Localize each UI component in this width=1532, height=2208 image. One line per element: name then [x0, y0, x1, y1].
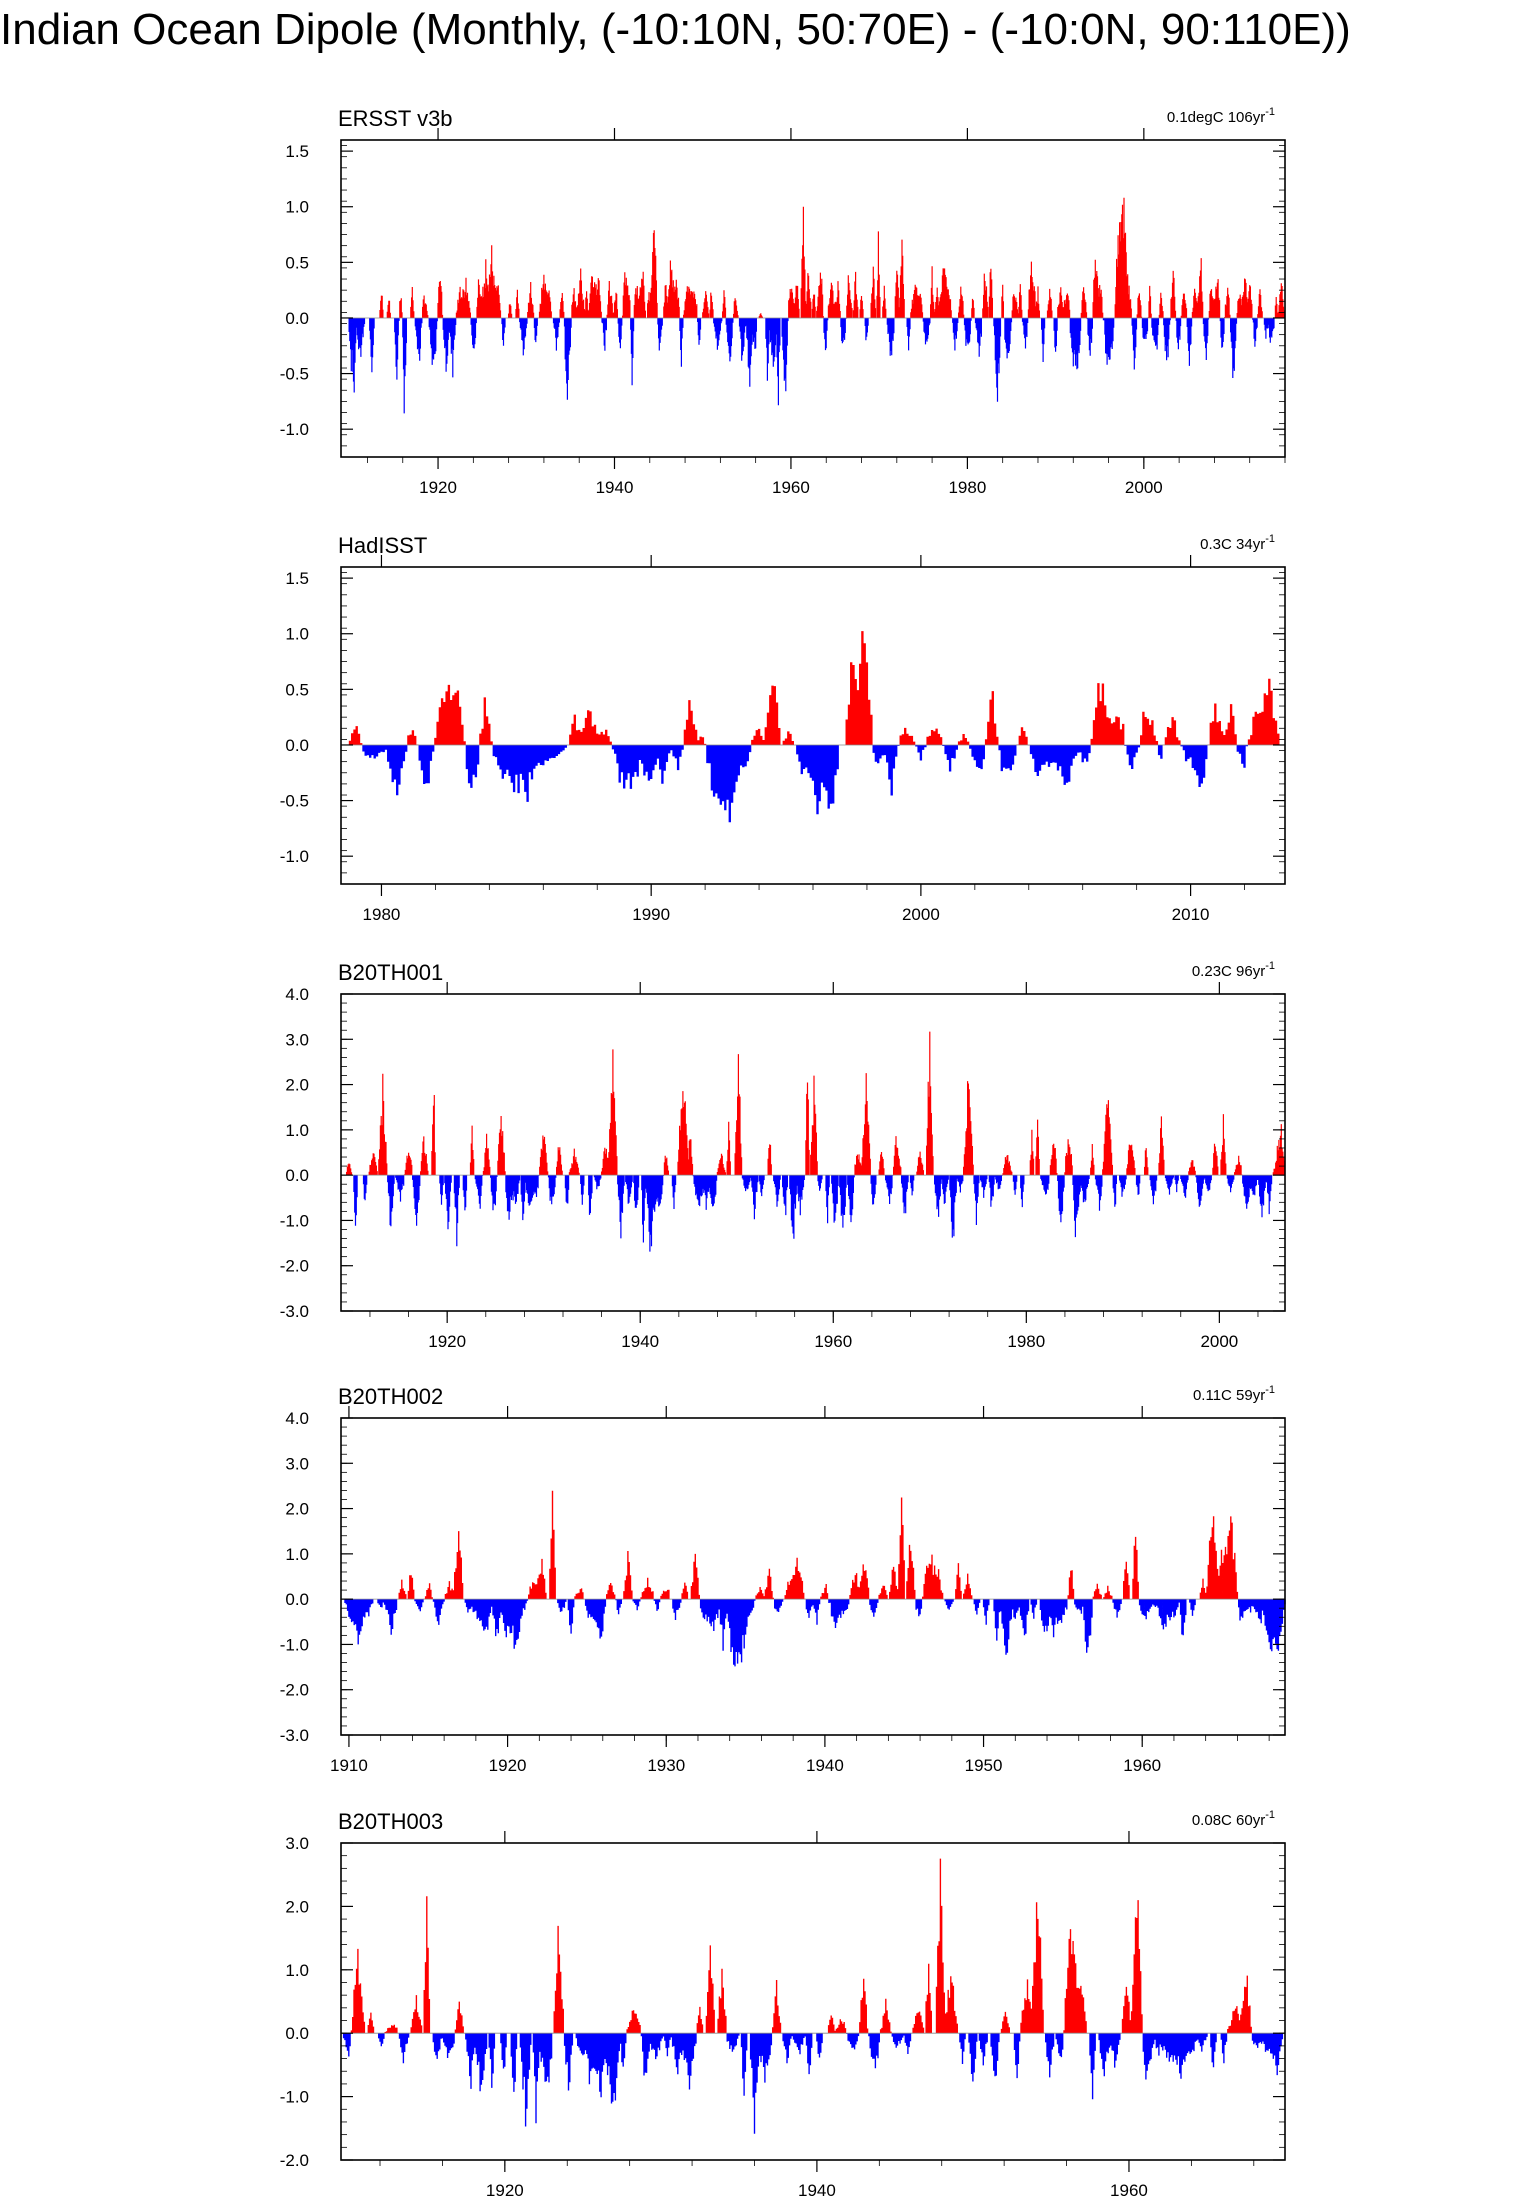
x-tick-label: 2010: [1172, 905, 1210, 924]
y-tick-label: 1.0: [285, 1121, 309, 1140]
y-tick-label: 1.0: [285, 1961, 309, 1980]
y-tick-label: -1.0: [280, 1635, 309, 1654]
y-tick-label: -1.0: [280, 420, 309, 439]
y-tick-label: -2.0: [280, 1257, 309, 1276]
panel-4: -3.0 -2.0 -1.0 0.0 1.0 2.0 3.0 4.0 1910 1920 1930 1…: [280, 1384, 1286, 1775]
y-tick-label: 0.0: [285, 2024, 309, 2043]
x-tick-label: 1940: [798, 2181, 836, 2200]
y-tick-label: 3.0: [285, 1030, 309, 1049]
positive-anomaly-area: [398, 1490, 1239, 1600]
panel-stats: 0.23C 96yr-1: [1192, 960, 1275, 980]
y-tick-label: -0.5: [280, 365, 309, 384]
panel-5: -2.0 -1.0 0.0 1.0 2.0 3.0 1920 1940 1960 B20TH003…: [280, 1809, 1286, 2200]
y-tick-label: 0.0: [285, 309, 309, 328]
positive-anomaly-area: [346, 1031, 1286, 1176]
positive-anomaly-area: [348, 631, 1280, 745]
y-tick-label: 1.5: [285, 142, 309, 161]
negative-anomaly-area: [342, 2033, 1284, 2134]
y-tick-label: 2.0: [285, 1076, 309, 1095]
y-tick-label: 1.0: [285, 1545, 309, 1564]
y-tick-label: 1.0: [285, 198, 309, 217]
x-tick-label: 1930: [647, 1756, 685, 1775]
panel-stats: 0.1degC 106yr-1: [1167, 106, 1275, 126]
y-tick-label: 0.0: [285, 1166, 309, 1185]
negative-anomaly-area: [362, 745, 1248, 823]
y-tick-label: 0.5: [285, 680, 309, 699]
panel-label: ERSST v3b: [338, 106, 453, 131]
negative-anomaly-area: [348, 318, 1275, 414]
x-tick-label: 2000: [902, 905, 940, 924]
x-tick-label: 1960: [1123, 1756, 1161, 1775]
y-tick-label: -1.0: [280, 847, 309, 866]
x-tick-label: 1980: [363, 905, 401, 924]
panel-2: -1.0 -0.5 0.0 0.5 1.0 1.5 1980 1990 2000 2010 HadI…: [280, 533, 1286, 924]
y-tick-label: 0.0: [285, 1590, 309, 1609]
panel-label: B20TH003: [338, 1809, 443, 1834]
y-tick-label: -0.5: [280, 792, 309, 811]
x-tick-label: 1920: [486, 2181, 524, 2200]
negative-anomaly-area: [353, 1175, 1273, 1252]
panel-label: B20TH002: [338, 1384, 443, 1409]
y-tick-label: 1.0: [285, 625, 309, 644]
panel-1: -1.0 -0.5 0.0 0.5 1.0 1.5 1920 1940 1960 1980 2000…: [280, 106, 1286, 497]
panel-3: -3.0 -2.0 -1.0 0.0 1.0 2.0 3.0 4.0 1920 1940 1960 1…: [280, 960, 1286, 1351]
positive-anomaly-area: [350, 1858, 1252, 2034]
plot-frame: [340, 1842, 1286, 2161]
x-tick-label: 1940: [621, 1332, 659, 1351]
x-tick-label: 2000: [1125, 478, 1163, 497]
y-tick-label: 1.5: [285, 569, 309, 588]
y-tick-label: 4.0: [285, 985, 309, 1004]
x-tick-label: 1950: [965, 1756, 1003, 1775]
panel-stats: 0.08C 60yr-1: [1192, 1809, 1275, 1829]
plot-frame: [340, 139, 1286, 458]
negative-anomaly-area: [344, 1599, 1286, 1667]
panel-label: HadISST: [338, 533, 427, 558]
x-tick-label: 1960: [772, 478, 810, 497]
y-tick-label: 2.0: [285, 1500, 309, 1519]
page-title: Indian Ocean Dipole (Monthly, (-10:10N, …: [0, 5, 1351, 54]
x-tick-label: 1960: [1110, 2181, 1148, 2200]
x-tick-label: 1940: [806, 1756, 844, 1775]
plot-frame: [340, 1417, 1286, 1736]
panel-stats: 0.11C 59yr-1: [1193, 1384, 1275, 1404]
y-tick-label: 0.0: [285, 736, 309, 755]
x-tick-label: 1960: [814, 1332, 852, 1351]
x-tick-label: 1920: [489, 1756, 527, 1775]
y-tick-label: 2.0: [285, 1897, 309, 1916]
x-tick-label: 1920: [419, 478, 457, 497]
y-tick-label: -2.0: [280, 2151, 309, 2170]
positive-anomaly-area: [379, 197, 1285, 318]
y-tick-label: -3.0: [280, 1302, 309, 1321]
x-tick-label: 1980: [1007, 1332, 1045, 1351]
y-tick-label: 3.0: [285, 1454, 309, 1473]
y-tick-label: 0.5: [285, 253, 309, 272]
plot-frame: [340, 993, 1286, 1312]
panel-stats: 0.3C 34yr-1: [1200, 533, 1275, 553]
y-tick-label: -1.0: [280, 2088, 309, 2107]
x-tick-label: 1920: [428, 1332, 466, 1351]
y-tick-label: -2.0: [280, 1681, 309, 1700]
x-tick-label: 1910: [330, 1756, 368, 1775]
x-tick-label: 1990: [632, 905, 670, 924]
x-tick-label: 1980: [948, 478, 986, 497]
x-tick-label: 1940: [596, 478, 634, 497]
y-tick-label: -1.0: [280, 1211, 309, 1230]
y-tick-label: 3.0: [285, 1834, 309, 1853]
y-tick-label: -3.0: [280, 1726, 309, 1745]
y-tick-label: 4.0: [285, 1409, 309, 1428]
panel-label: B20TH001: [338, 960, 443, 985]
x-tick-label: 2000: [1200, 1332, 1238, 1351]
